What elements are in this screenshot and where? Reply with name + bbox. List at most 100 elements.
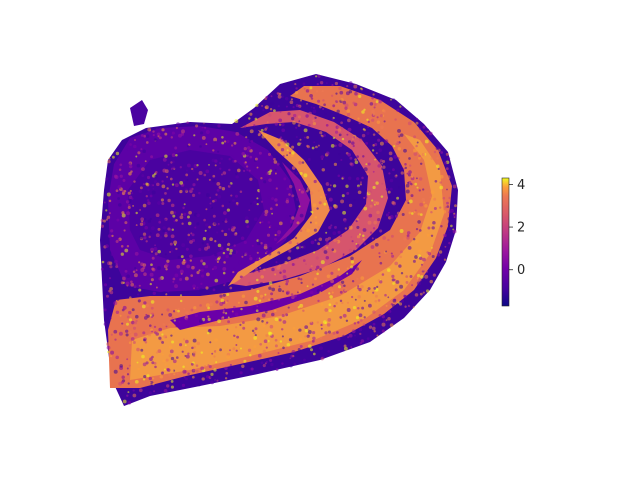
cell-dot	[288, 240, 292, 245]
cell-dot	[356, 235, 361, 239]
cell-dot	[142, 203, 147, 208]
cell-dot	[132, 341, 136, 344]
cell-dot	[135, 155, 138, 158]
cell-dot	[342, 334, 345, 338]
cell-dot	[358, 138, 363, 142]
cell-dot	[200, 131, 204, 135]
cell-dot	[402, 167, 405, 170]
cell-dot	[306, 135, 310, 139]
cell-dot	[192, 183, 196, 187]
cell-dot	[399, 105, 402, 108]
cell-dot	[161, 180, 164, 183]
cell-dot	[241, 255, 244, 258]
cell-dot	[119, 163, 123, 167]
cell-dot	[196, 271, 200, 275]
cell-dot	[204, 267, 208, 271]
cell-dot	[325, 182, 330, 186]
cell-dot	[366, 289, 369, 292]
cell-dot	[205, 223, 209, 227]
cell-dot	[419, 202, 424, 207]
cell-dot	[155, 171, 158, 174]
cell-dot	[277, 104, 280, 108]
cell-dot	[310, 106, 313, 109]
cell-dot	[265, 250, 268, 253]
cell-dot	[205, 169, 210, 174]
cell-dot	[184, 188, 189, 192]
cell-dot	[258, 299, 262, 302]
cell-dot	[266, 121, 269, 124]
cell-dot	[324, 321, 327, 324]
cell-dot	[340, 158, 343, 162]
cell-dot	[283, 177, 287, 181]
cell-dot	[320, 260, 325, 265]
cell-dot	[265, 95, 269, 99]
cell-dot	[174, 183, 179, 188]
cell-dot	[336, 109, 340, 114]
cell-dot	[111, 234, 114, 238]
cell-dot	[191, 167, 194, 171]
cell-dot	[264, 127, 268, 131]
cell-dot	[185, 311, 189, 315]
cell-dot	[141, 289, 145, 294]
cell-dot	[298, 105, 301, 108]
cell-dot	[392, 304, 396, 308]
cell-dot	[160, 371, 164, 375]
cell-dot	[306, 228, 311, 233]
cell-dot	[334, 130, 339, 134]
cell-dot	[405, 189, 410, 194]
cell-dot	[219, 162, 221, 165]
cell-dot	[192, 354, 196, 358]
cell-dot	[325, 197, 329, 201]
cell-dot	[322, 108, 325, 110]
cell-dot	[314, 221, 318, 225]
cell-dot	[396, 108, 400, 112]
cell-dot	[328, 182, 331, 185]
cell-dot	[182, 206, 185, 210]
cell-dot	[407, 201, 410, 205]
cell-dot	[215, 350, 218, 353]
cell-dot	[170, 356, 175, 361]
cell-dot	[381, 315, 385, 319]
cell-dot	[285, 215, 288, 218]
cell-dot	[153, 246, 158, 251]
cell-dot	[303, 184, 307, 189]
cell-dot	[356, 186, 361, 190]
cell-dot	[384, 293, 387, 297]
cell-dot	[256, 166, 259, 169]
cell-dot	[128, 162, 132, 165]
cell-dot	[320, 155, 325, 159]
cell-dot	[150, 250, 154, 253]
cell-dot	[185, 169, 188, 172]
cell-dot	[338, 143, 343, 147]
cell-dot	[294, 83, 297, 86]
cell-dot	[180, 213, 183, 216]
cell-dot	[213, 222, 217, 225]
cell-dot	[305, 114, 309, 118]
cell-dot	[309, 191, 314, 195]
cell-dot	[265, 360, 268, 364]
cell-dot	[129, 296, 132, 299]
cell-dot	[213, 350, 217, 353]
cell-dot	[379, 261, 383, 265]
cell-dot	[156, 182, 160, 187]
cell-dot	[399, 229, 404, 233]
cell-dot	[244, 300, 248, 305]
cell-dot	[433, 197, 437, 201]
cell-dot	[385, 250, 388, 253]
cell-dot	[299, 138, 302, 141]
cell-dot	[214, 253, 218, 257]
colorbar-gradient	[501, 177, 510, 307]
cell-dot	[345, 319, 349, 322]
cell-dot	[166, 259, 170, 263]
cell-dot	[179, 278, 183, 281]
cell-dot	[256, 241, 261, 246]
cell-dot	[367, 125, 370, 128]
cell-dot	[311, 75, 314, 79]
cell-dot	[385, 213, 389, 217]
cell-dot	[154, 174, 158, 179]
cell-dot	[330, 224, 333, 227]
cell-dot	[373, 287, 377, 290]
cell-dot	[219, 167, 222, 170]
cell-dot	[166, 308, 170, 312]
cell-dot	[341, 137, 345, 141]
